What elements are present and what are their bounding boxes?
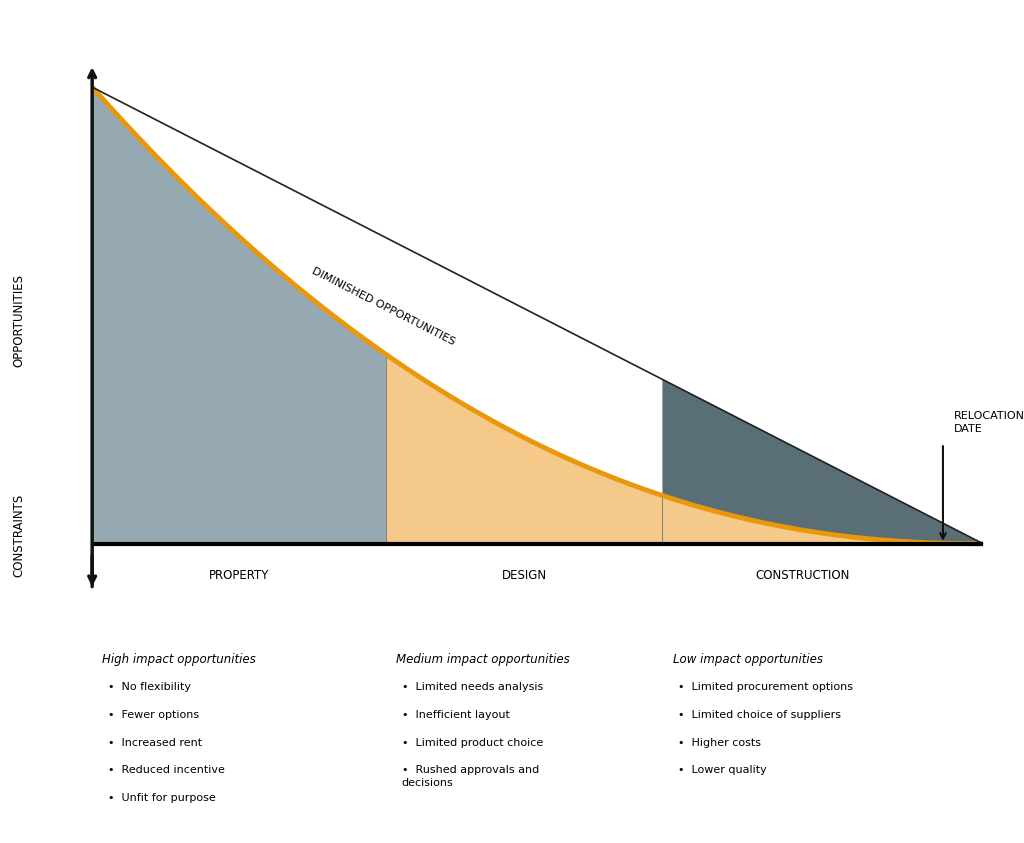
Text: DESIGN: DESIGN: [502, 569, 547, 582]
Text: •  Inefficient layout: • Inefficient layout: [401, 710, 509, 720]
Text: OPPORTUNITIES: OPPORTUNITIES: [12, 274, 25, 367]
Text: PROPERTY: PROPERTY: [209, 569, 269, 582]
Text: CONSTRUCTION: CONSTRUCTION: [755, 569, 849, 582]
Text: High impact opportunities: High impact opportunities: [102, 653, 256, 666]
Text: •  Higher costs: • Higher costs: [678, 738, 761, 748]
Text: Low impact opportunities: Low impact opportunities: [673, 653, 822, 666]
Text: •  Limited product choice: • Limited product choice: [401, 738, 543, 748]
Text: •  Fewer options: • Fewer options: [108, 710, 199, 720]
Text: RELOCATION
DATE: RELOCATION DATE: [953, 411, 1024, 434]
Text: •  Increased rent: • Increased rent: [108, 738, 202, 748]
Text: •  No flexibility: • No flexibility: [108, 682, 190, 692]
Text: •  Unfit for purpose: • Unfit for purpose: [108, 793, 215, 803]
Text: DIMINISHED OPPORTUNITIES: DIMINISHED OPPORTUNITIES: [310, 266, 457, 347]
Text: Medium impact opportunities: Medium impact opportunities: [396, 653, 570, 666]
Text: CONSTRAINTS: CONSTRAINTS: [12, 494, 25, 577]
Text: •  Limited choice of suppliers: • Limited choice of suppliers: [678, 710, 841, 720]
Text: •  Reduced incentive: • Reduced incentive: [108, 765, 224, 776]
Text: •  Lower quality: • Lower quality: [678, 765, 766, 776]
Text: •  Limited needs analysis: • Limited needs analysis: [401, 682, 543, 692]
Text: •  Rushed approvals and
decisions: • Rushed approvals and decisions: [401, 765, 539, 788]
Text: •  Limited procurement options: • Limited procurement options: [678, 682, 853, 692]
